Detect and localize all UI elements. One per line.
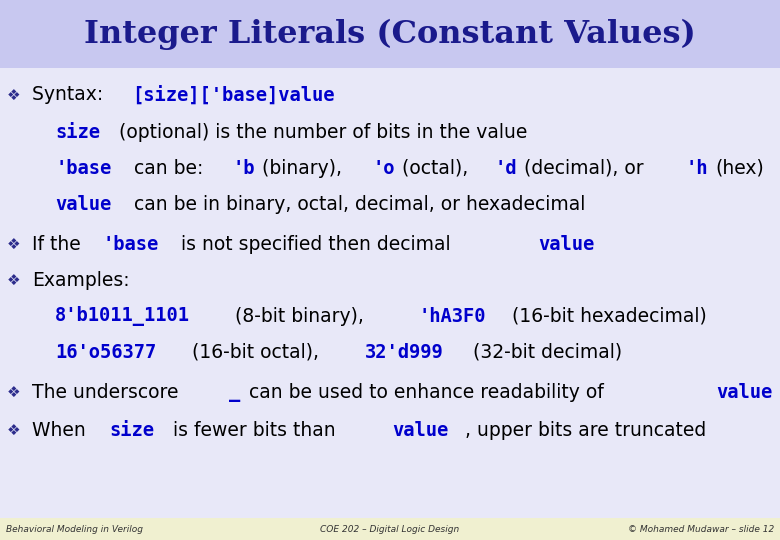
Text: 'o: 'o xyxy=(373,159,395,178)
Text: , upper bits are truncated: , upper bits are truncated xyxy=(465,421,707,440)
Text: (16-bit octal),: (16-bit octal), xyxy=(186,342,324,361)
Text: 'h: 'h xyxy=(686,159,708,178)
Text: Examples:: Examples: xyxy=(32,271,129,289)
Text: (decimal), or: (decimal), or xyxy=(524,159,650,178)
Text: 'b: 'b xyxy=(232,159,255,178)
Text: is fewer bits than: is fewer bits than xyxy=(167,421,342,440)
Text: (32-bit decimal): (32-bit decimal) xyxy=(466,342,622,361)
Text: 'base: 'base xyxy=(55,159,112,178)
Text: When: When xyxy=(32,421,92,440)
Text: If the: If the xyxy=(32,234,87,253)
Text: ❖: ❖ xyxy=(7,87,21,103)
Text: 16'o56377: 16'o56377 xyxy=(55,342,156,361)
Text: ❖: ❖ xyxy=(7,384,21,400)
Text: © Mohamed Mudawar – slide 12: © Mohamed Mudawar – slide 12 xyxy=(628,524,774,534)
Text: Integer Literals (Constant Values): Integer Literals (Constant Values) xyxy=(84,18,696,50)
Text: can be used to enhance readability of: can be used to enhance readability of xyxy=(243,382,610,402)
FancyBboxPatch shape xyxy=(0,0,780,68)
Text: can be in binary, octal, decimal, or hexadecimal: can be in binary, octal, decimal, or hex… xyxy=(128,194,585,213)
Text: 8'b1011_1101: 8'b1011_1101 xyxy=(55,306,190,326)
Text: 'base: 'base xyxy=(103,234,159,253)
Text: (hex): (hex) xyxy=(715,159,764,178)
Text: value: value xyxy=(55,194,112,213)
Text: 32'd999: 32'd999 xyxy=(365,342,444,361)
Text: Syntax:: Syntax: xyxy=(32,85,109,105)
Text: value: value xyxy=(539,234,595,253)
Text: (octal),: (octal), xyxy=(402,159,474,178)
Text: ❖: ❖ xyxy=(7,237,21,252)
Text: can be:: can be: xyxy=(128,159,209,178)
Text: Behavioral Modeling in Verilog: Behavioral Modeling in Verilog xyxy=(6,524,143,534)
Text: size: size xyxy=(109,421,154,440)
Text: (binary),: (binary), xyxy=(261,159,348,178)
Text: value: value xyxy=(717,382,773,402)
Text: (8-bit binary),: (8-bit binary), xyxy=(229,307,376,326)
Text: 'hA3F0: 'hA3F0 xyxy=(419,307,486,326)
Text: size: size xyxy=(55,123,100,141)
Text: 'd: 'd xyxy=(495,159,517,178)
Text: value: value xyxy=(392,421,448,440)
Text: COE 202 – Digital Logic Design: COE 202 – Digital Logic Design xyxy=(321,524,459,534)
Text: (optional) is the number of bits in the value: (optional) is the number of bits in the … xyxy=(113,123,527,141)
Text: The underscore: The underscore xyxy=(32,382,185,402)
Text: (16-bit hexadecimal): (16-bit hexadecimal) xyxy=(505,307,707,326)
Text: ❖: ❖ xyxy=(7,422,21,437)
Text: is not specified then decimal: is not specified then decimal xyxy=(176,234,457,253)
Text: [size]['base]value: [size]['base]value xyxy=(132,85,334,105)
FancyBboxPatch shape xyxy=(0,518,780,540)
Text: _: _ xyxy=(229,382,240,402)
Text: ❖: ❖ xyxy=(7,273,21,287)
